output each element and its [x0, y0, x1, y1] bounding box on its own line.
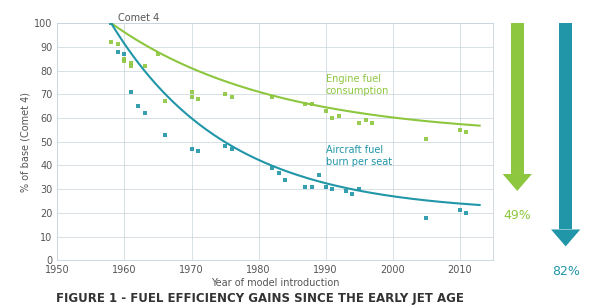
Text: Aircraft fuel
burn per seat: Aircraft fuel burn per seat: [325, 145, 391, 167]
Text: 49%: 49%: [503, 209, 531, 222]
Text: Comet 4: Comet 4: [118, 13, 159, 23]
X-axis label: Year of model introduction: Year of model introduction: [211, 278, 339, 288]
Y-axis label: % of base (Comet 4): % of base (Comet 4): [20, 92, 30, 192]
Text: 82%: 82%: [552, 265, 580, 278]
Text: Engine fuel
consumption: Engine fuel consumption: [325, 74, 389, 96]
Text: FIGURE 1 - FUEL EFFICIENCY GAINS SINCE THE EARLY JET AGE: FIGURE 1 - FUEL EFFICIENCY GAINS SINCE T…: [56, 292, 464, 305]
